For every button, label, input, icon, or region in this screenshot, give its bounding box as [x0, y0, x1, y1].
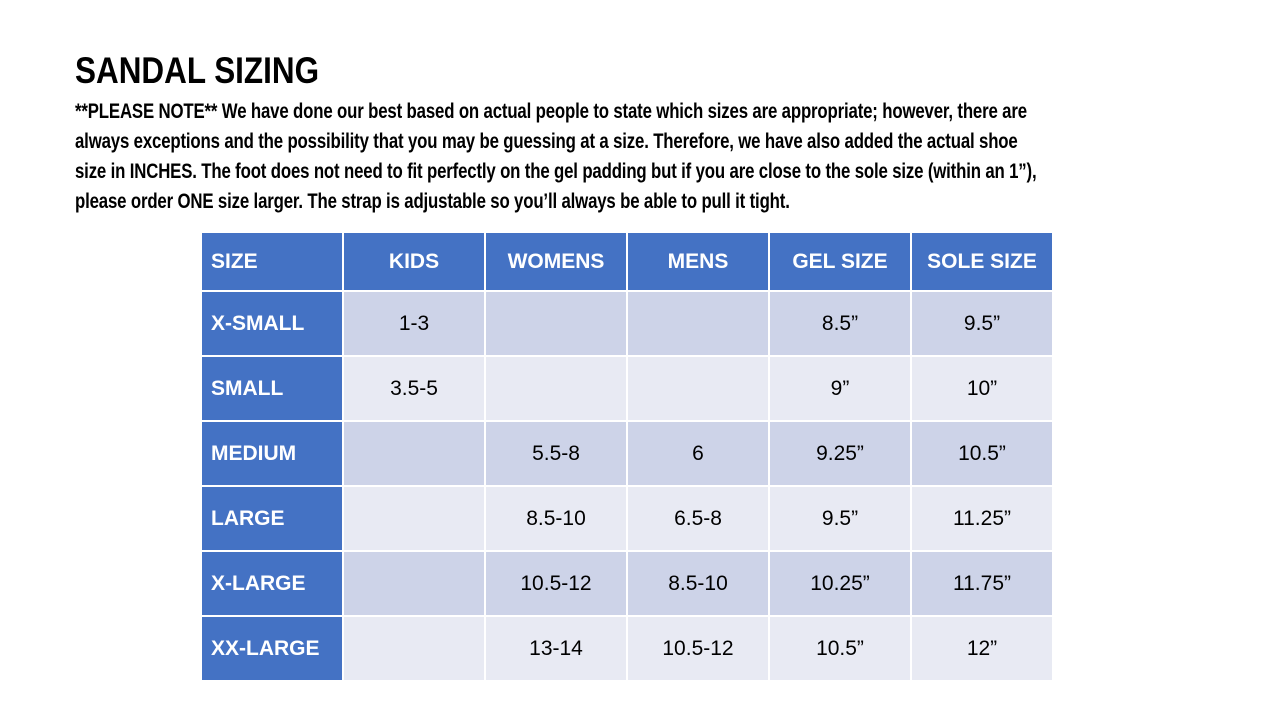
note-line: size in INCHES. The foot does not need t…: [75, 160, 1037, 183]
row-label: LARGE: [200, 485, 344, 552]
cell-kids: [342, 420, 486, 487]
cell-sole-size: 11.25”: [910, 485, 1054, 552]
note-line: please order ONE size larger. The strap …: [75, 190, 790, 213]
cell-gel-size: 10.5”: [768, 615, 912, 682]
cell-gel-size: 10.25”: [768, 550, 912, 617]
table-row-x-small: X-SMALL 1-3 8.5” 9.5”: [200, 290, 1054, 357]
col-header-sole-size: SOLE SIZE: [910, 231, 1054, 292]
table-header-row: SIZE KIDS WOMENS MENS GEL SIZE SOLE SIZE: [200, 231, 1054, 292]
note-paragraph: **PLEASE NOTE** We have done our best ba…: [75, 97, 1275, 217]
cell-sole-size: 10”: [910, 355, 1054, 422]
row-label: MEDIUM: [200, 420, 344, 487]
cell-sole-size: 9.5”: [910, 290, 1054, 357]
cell-gel-size: 8.5”: [768, 290, 912, 357]
cell-womens: 8.5-10: [484, 485, 628, 552]
cell-mens: [626, 355, 770, 422]
cell-kids: [342, 485, 486, 552]
row-label: X-SMALL: [200, 290, 344, 357]
cell-womens: 5.5-8: [484, 420, 628, 487]
cell-sole-size: 11.75”: [910, 550, 1054, 617]
cell-kids: 1-3: [342, 290, 486, 357]
cell-mens: 8.5-10: [626, 550, 770, 617]
table-row-small: SMALL 3.5-5 9” 10”: [200, 355, 1054, 422]
cell-kids: [342, 550, 486, 617]
col-header-gel-size: GEL SIZE: [768, 231, 912, 292]
cell-sole-size: 10.5”: [910, 420, 1054, 487]
note-line: always exceptions and the possibility th…: [75, 130, 1018, 153]
page-title: SANDAL SIZING: [75, 50, 320, 91]
cell-mens: 6.5-8: [626, 485, 770, 552]
cell-womens: 13-14: [484, 615, 628, 682]
cell-mens: 6: [626, 420, 770, 487]
cell-mens: [626, 290, 770, 357]
cell-mens: 10.5-12: [626, 615, 770, 682]
cell-gel-size: 9.5”: [768, 485, 912, 552]
row-label: XX-LARGE: [200, 615, 344, 682]
col-header-kids: KIDS: [342, 231, 486, 292]
table-row-x-large: X-LARGE 10.5-12 8.5-10 10.25” 11.75”: [200, 550, 1054, 617]
cell-womens: [484, 355, 628, 422]
sizing-table: SIZE KIDS WOMENS MENS GEL SIZE SOLE SIZE…: [200, 231, 1054, 682]
row-label: X-LARGE: [200, 550, 344, 617]
cell-kids: [342, 615, 486, 682]
cell-womens: [484, 290, 628, 357]
cell-kids: 3.5-5: [342, 355, 486, 422]
note-line: **PLEASE NOTE** We have done our best ba…: [75, 100, 1027, 123]
row-label: SMALL: [200, 355, 344, 422]
cell-sole-size: 12”: [910, 615, 1054, 682]
cell-womens: 10.5-12: [484, 550, 628, 617]
table-row-medium: MEDIUM 5.5-8 6 9.25” 10.5”: [200, 420, 1054, 487]
table-row-large: LARGE 8.5-10 6.5-8 9.5” 11.25”: [200, 485, 1054, 552]
col-header-size: SIZE: [200, 231, 344, 292]
cell-gel-size: 9.25”: [768, 420, 912, 487]
table-row-xx-large: XX-LARGE 13-14 10.5-12 10.5” 12”: [200, 615, 1054, 682]
cell-gel-size: 9”: [768, 355, 912, 422]
col-header-mens: MENS: [626, 231, 770, 292]
col-header-womens: WOMENS: [484, 231, 628, 292]
